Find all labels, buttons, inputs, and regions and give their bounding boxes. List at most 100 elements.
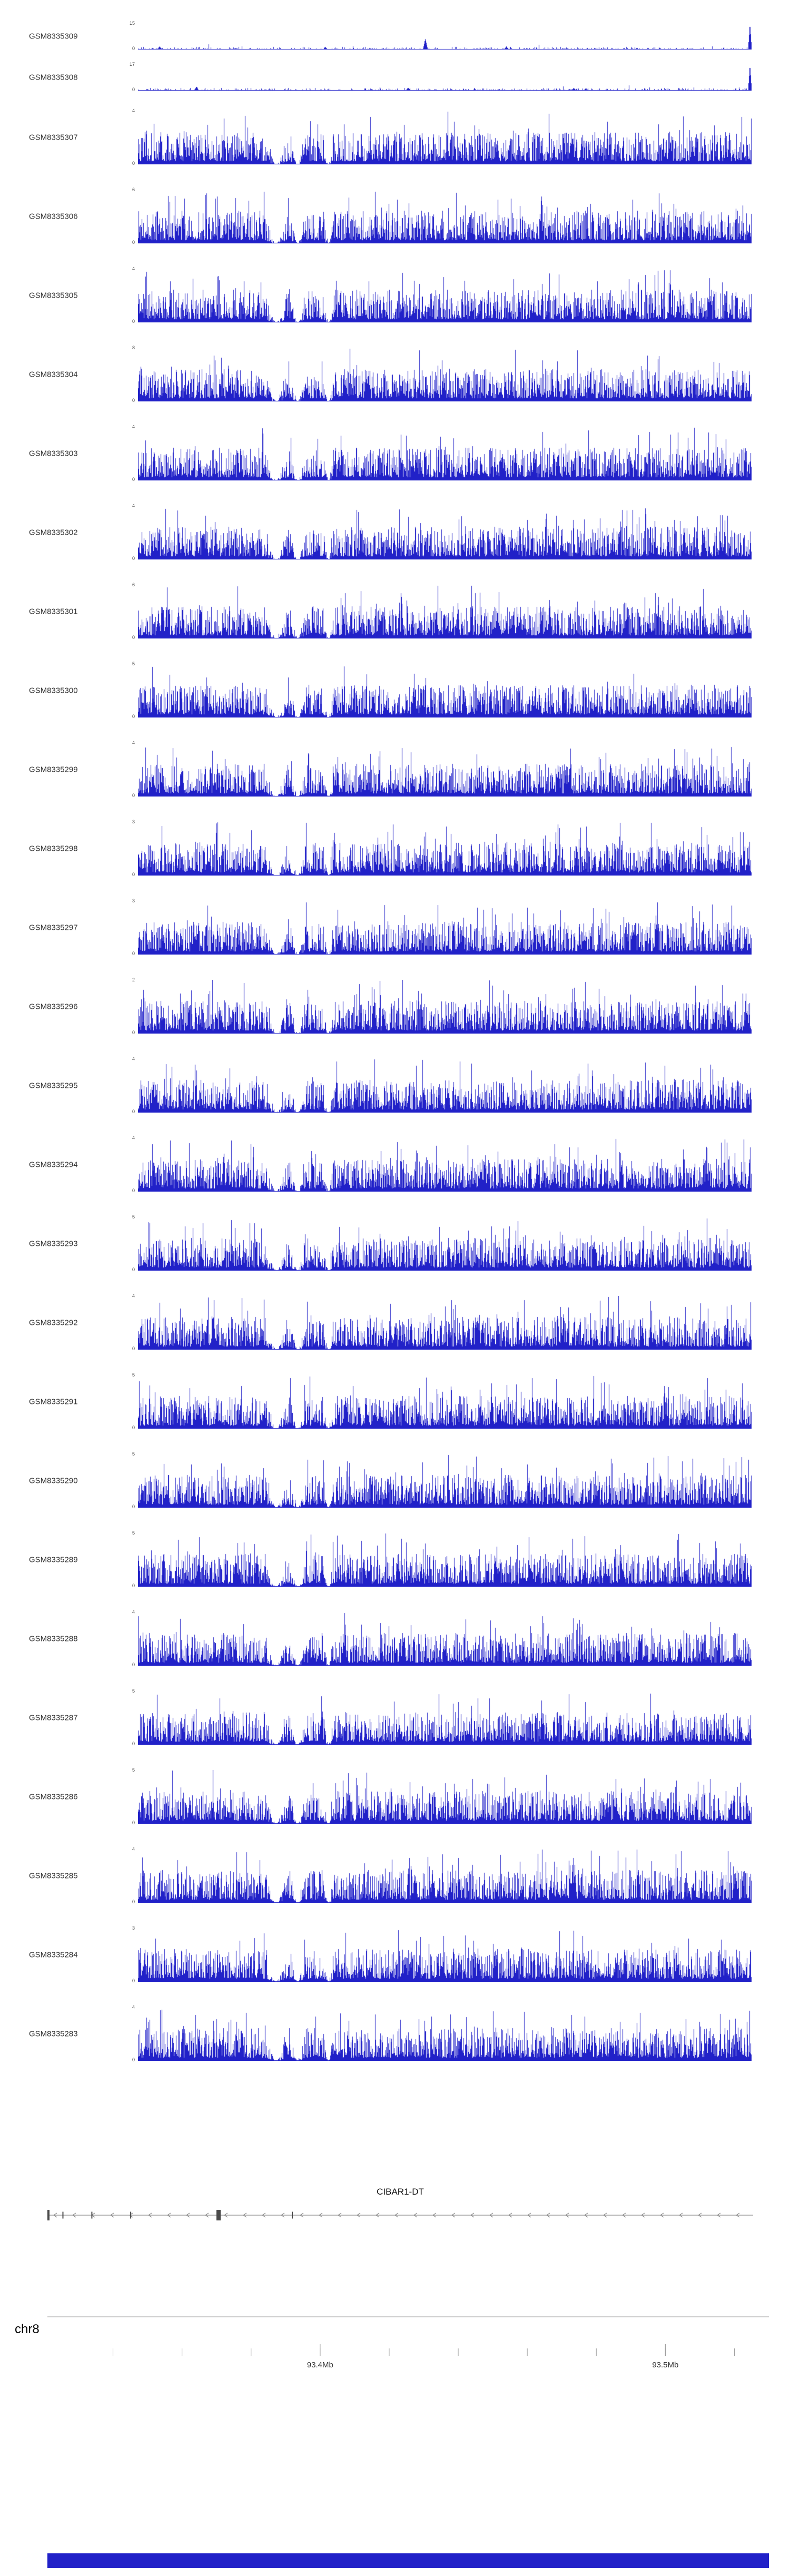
gene-name: CIBAR1-DT — [377, 2187, 424, 2197]
coverage-track-row: GSM8335295 4 0 — [0, 1046, 790, 1125]
track-ymax: 4 — [132, 108, 135, 113]
coverage-signal — [138, 1059, 752, 1113]
track-label: GSM8335285 — [29, 1871, 78, 1881]
track-ymax: 6 — [132, 582, 135, 587]
coverage-track-row: GSM8335286 5 0 — [0, 1757, 790, 1836]
track-ymin: 0 — [132, 319, 135, 324]
track-ymin: 0 — [132, 1267, 135, 1272]
coverage-track-row: GSM8335292 4 0 — [0, 1283, 790, 1362]
coverage-track-row: GSM8335309 15 0 — [0, 16, 790, 57]
track-ymax: 6 — [132, 187, 135, 192]
genome-axis-track: chr8 93.4Mb 93.5Mb — [0, 2314, 790, 2385]
track-ymax: 17 — [129, 62, 135, 67]
coverage-signal — [138, 980, 752, 1034]
track-ymin: 0 — [132, 87, 135, 92]
track-label: GSM8335290 — [29, 1476, 78, 1486]
track-ymin: 0 — [132, 714, 135, 719]
track-ymax: 4 — [132, 1293, 135, 1299]
coverage-track-row: GSM8335298 3 0 — [0, 809, 790, 888]
coverage-signal — [138, 1454, 752, 1508]
gene-annotation-track: CIBAR1-DT — [0, 2187, 790, 2229]
coverage-signal — [138, 1612, 752, 1666]
coverage-signal — [138, 1533, 752, 1587]
svg-text:93.5Mb: 93.5Mb — [652, 2361, 678, 2369]
gene-model — [47, 2210, 753, 2220]
coverage-signal — [138, 1375, 752, 1429]
coverage-track-row: GSM8335288 4 0 — [0, 1599, 790, 1678]
coverage-track-row: GSM8335291 5 0 — [0, 1362, 790, 1441]
coverage-signal — [138, 506, 752, 559]
coverage-signal — [138, 190, 752, 243]
track-ymax: 5 — [132, 1688, 135, 1694]
svg-text:93.4Mb: 93.4Mb — [307, 2361, 333, 2369]
coverage-track-row: GSM8335299 4 0 — [0, 730, 790, 809]
track-label: GSM8335305 — [29, 291, 78, 300]
track-ymin: 0 — [132, 2057, 135, 2062]
coverage-signal — [138, 743, 752, 797]
genome-axis: 93.4Mb 93.5Mb — [47, 2316, 769, 2369]
track-ymin: 0 — [132, 793, 135, 798]
track-ymin: 0 — [132, 1978, 135, 1983]
track-ymax: 8 — [132, 345, 135, 350]
track-label: GSM8335294 — [29, 1160, 78, 1169]
coverage-signal — [138, 1691, 752, 1745]
track-label: GSM8335295 — [29, 1081, 78, 1090]
track-ymax: 4 — [132, 503, 135, 508]
track-ymax: 4 — [132, 740, 135, 745]
track-label: GSM8335301 — [29, 607, 78, 616]
track-ymax: 5 — [132, 1767, 135, 1773]
track-ymin: 0 — [132, 1030, 135, 1035]
coverage-track-row: GSM8335306 6 0 — [0, 177, 790, 256]
coverage-signal — [138, 1770, 752, 1824]
gene-model-wrap — [47, 2201, 790, 2229]
track-label: GSM8335291 — [29, 1397, 78, 1407]
coverage-signal — [138, 2007, 752, 2061]
track-ymax: 4 — [132, 424, 135, 429]
track-label: GSM8335302 — [29, 528, 78, 537]
coverage-track-row: GSM8335307 4 0 — [0, 98, 790, 177]
track-label: GSM8335309 — [29, 32, 78, 41]
coverage-track-row: GSM8335308 17 0 — [0, 57, 790, 98]
coverage-track-row: GSM8335293 5 0 — [0, 1204, 790, 1283]
track-ymin: 0 — [132, 477, 135, 482]
track-ymax: 3 — [132, 898, 135, 903]
track-label: GSM8335303 — [29, 449, 78, 458]
coverage-track-row: GSM8335290 5 0 — [0, 1441, 790, 1520]
coverage-tracks: GSM8335309 15 0 GSM8335308 17 0 GSM8335307 4 0 GS… — [0, 16, 790, 2062]
track-label: GSM8335287 — [29, 1713, 78, 1723]
coverage-track-row: GSM8335304 8 0 — [0, 335, 790, 414]
track-ymax: 5 — [132, 1451, 135, 1457]
track-ymin: 0 — [132, 635, 135, 640]
track-ymin: 0 — [132, 951, 135, 956]
track-ymax: 5 — [132, 1214, 135, 1220]
track-ymax: 4 — [132, 266, 135, 271]
track-label: GSM8335308 — [29, 73, 78, 82]
track-ymax: 5 — [132, 1372, 135, 1378]
coverage-plot: 17 0 — [130, 62, 752, 92]
track-label: GSM8335293 — [29, 1239, 78, 1248]
coverage-track-row: GSM8335302 4 0 — [0, 493, 790, 572]
coverage-signal — [138, 1928, 752, 1982]
track-ymax: 4 — [132, 1609, 135, 1615]
coverage-signal — [138, 111, 752, 164]
track-label: GSM8335304 — [29, 370, 78, 379]
coverage-signal — [138, 23, 752, 50]
track-ymin: 0 — [132, 1188, 135, 1193]
track-label: GSM8335292 — [29, 1318, 78, 1328]
track-ymin: 0 — [132, 161, 135, 166]
coverage-track-row: GSM8335294 4 0 — [0, 1125, 790, 1204]
